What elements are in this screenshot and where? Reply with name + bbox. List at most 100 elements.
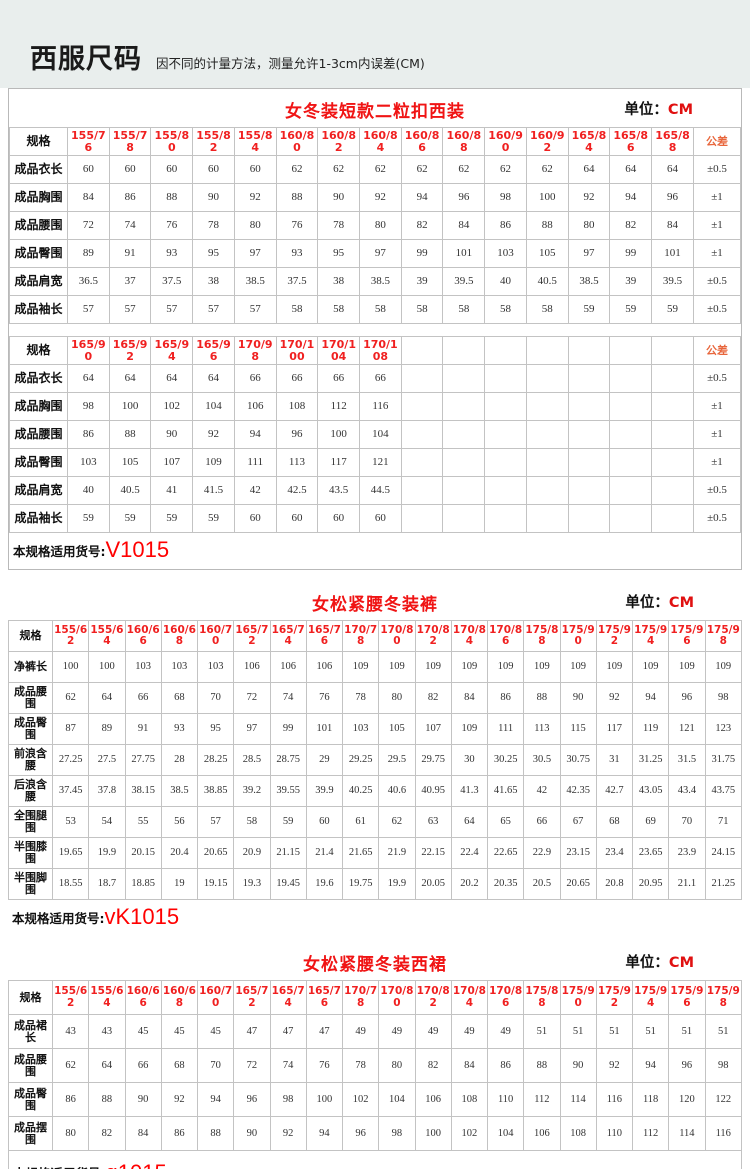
table-row: 成品衣长 64 64 64 64 66 66 66 66 ±0.5 [9,364,741,393]
measurement-value-cell: 21.4 [305,837,344,869]
measurement-value-cell: 94 [305,1116,344,1151]
size-header-cell: 165/92 [108,336,152,365]
measurement-value-cell: 55 [124,806,162,838]
measurement-value-cell: 41.5 [192,476,235,505]
measurement-value-cell: 57 [150,295,194,324]
measurement-label-cell: 成品腰围 [9,420,68,449]
measurement-value-cell: 62 [442,155,486,184]
measurement-value-cell: 95 [196,713,235,745]
size-header-cell: 175/90 [559,980,597,1015]
table-row: 成品裙长 43 43 45 45 45 47 47 47 49 49 49 49 49 51 51 51 51 51… [8,1014,742,1049]
measurement-value-cell: 109 [378,651,416,683]
section-pants: 女松紧腰冬装裤 单位：CM 规格 155/62 155/64 160/66 160/68… [8,582,742,936]
measurement-value-cell: 58 [275,295,319,324]
measurement-value-cell: 100 [305,1082,344,1117]
measurement-value-cell: 60 [275,504,319,533]
measurement-value-cell: 43.05 [631,775,670,807]
empty-header-cell [525,336,569,365]
table-row: 成品胸围 98 100 102 104 106 108 112 116 ±1 [9,392,741,421]
measurement-value-cell: 58 [359,295,402,324]
jacket-table-2: 规格 165/90 165/92 165/94 165/96 170/98 170/100 1… [9,336,741,533]
measurement-value-cell: 111 [486,713,525,745]
measurement-value-cell [609,420,653,449]
measurement-label-cell: 成品臀围 [9,239,68,268]
measurement-label-cell: 成品袖长 [9,504,68,533]
measurement-label-cell: 后浪含腰 [8,775,53,807]
measurement-value-cell: 56 [160,806,199,838]
skirt-title: 女松紧腰冬装西裙 [303,955,447,975]
unit-value: CM [667,102,693,118]
measurement-value-cell [567,448,611,477]
spec-header-cell: 规格 [9,127,68,156]
measurement-value-cell: 30 [450,744,489,776]
size-header-cell: 175/96 [668,980,706,1015]
size-header-cell: 155/62 [51,980,90,1015]
size-header-cell: 165/86 [609,127,653,156]
pants-section-header: 女松紧腰冬装裤 单位：CM [8,582,742,620]
section-skirt: 女松紧腰冬装西裙 单位：CM 规格 155/62 155/64 160/66 160/6… [8,942,742,1169]
measurement-value-cell: 30.75 [559,744,597,776]
measurement-value-cell: 82 [88,1116,126,1151]
measurement-value-cell: 115 [559,713,597,745]
measurement-value-cell: 45 [124,1014,162,1049]
measurement-value-cell: 28 [160,744,199,776]
measurement-value-cell: 44.5 [359,476,402,505]
measurement-value-cell: 84 [651,211,694,240]
measurement-value-cell: 94 [631,682,670,714]
measurement-value-cell: 86 [484,211,527,240]
measurement-value-cell: 99 [609,239,653,268]
measurement-value-cell: 104 [192,392,235,421]
measurement-value-cell: 98 [67,392,110,421]
measurement-value-cell: 66 [523,806,561,838]
measurement-value-cell: 36.5 [67,267,110,296]
measurement-value-cell: 117 [595,713,634,745]
measurement-value-cell: 20.15 [124,837,162,869]
jacket-code-value: V1015 [105,537,170,562]
size-header-cell: 155/80 [150,127,194,156]
measurement-label-cell: 成品腰围 [8,1048,53,1083]
size-header-cell: 175/92 [595,620,634,652]
measurement-value-cell: 58 [400,295,444,324]
size-header-cell: 165/84 [567,127,611,156]
measurement-value-cell [484,364,527,393]
measurement-value-cell: 57 [192,295,235,324]
measurement-value-cell: 28.75 [269,744,307,776]
measurement-value-cell: 68 [160,1048,199,1083]
measurement-value-cell: 96 [275,420,319,449]
size-header-cell: 160/84 [359,127,402,156]
measurement-value-cell: 54 [88,806,126,838]
size-header-cell: 165/90 [67,336,110,365]
table-row: 成品臀围 86 88 90 92 94 96 98 100 102 104 106 108 110 112 1… [8,1082,742,1117]
size-header-cell: 175/94 [631,980,670,1015]
size-header-cell: 160/70 [196,620,235,652]
measurement-value-cell: 24.15 [704,837,742,869]
measurement-label-cell: 成品臀围 [8,713,53,745]
measurement-value-cell: 58 [317,295,361,324]
tolerance-header-cell: 公差 [693,127,741,156]
measurement-value-cell: 108 [559,1116,597,1151]
size-header-cell: 165/74 [269,980,307,1015]
measurement-label-cell: 成品肩宽 [9,476,68,505]
pants-code-line: 本规格适用货号: vK1015 [8,900,742,936]
measurement-value-cell [567,504,611,533]
measurement-value-cell: 96 [233,1082,271,1117]
measurement-value-cell [442,420,486,449]
measurement-value-cell: 92 [595,682,634,714]
measurement-value-cell: 19.15 [196,868,235,900]
measurement-value-cell: 40.25 [341,775,380,807]
measurement-value-cell: 123 [704,713,742,745]
measurement-value-cell: 103 [160,651,199,683]
measurement-value-cell: 43.5 [317,476,361,505]
measurement-value-cell: 57 [233,295,277,324]
measurement-value-cell [484,420,527,449]
measurement-value-cell: 49 [486,1014,525,1049]
measurement-value-cell: 45 [196,1014,235,1049]
measurement-value-cell: 106 [269,651,307,683]
measurement-value-cell: 51 [631,1014,670,1049]
measurement-value-cell: 58 [233,806,271,838]
measurement-value-cell: 62 [525,155,569,184]
size-header-cell: 155/84 [233,127,277,156]
measurement-value-cell: 49 [414,1014,452,1049]
measurement-value-cell: 121 [668,713,706,745]
measurement-value-cell: 49 [378,1014,416,1049]
